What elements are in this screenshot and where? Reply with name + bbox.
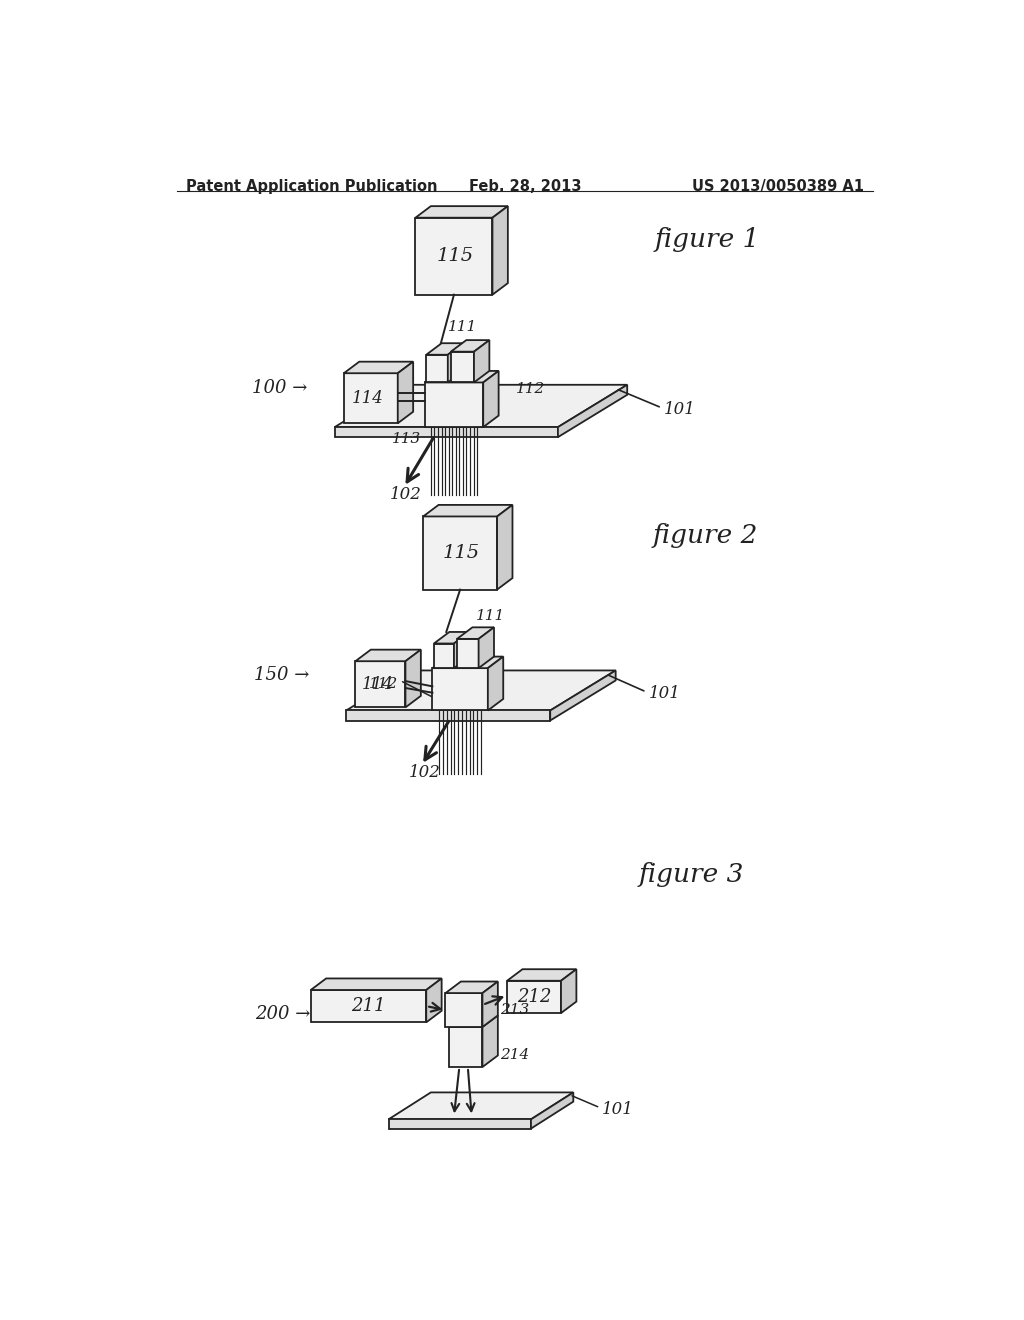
Polygon shape — [483, 371, 499, 428]
Text: 102: 102 — [390, 486, 422, 503]
Polygon shape — [482, 982, 498, 1027]
Polygon shape — [434, 632, 469, 644]
Text: 114: 114 — [351, 389, 383, 407]
Text: 214: 214 — [500, 1048, 529, 1063]
Text: figure 3: figure 3 — [639, 862, 744, 887]
Polygon shape — [445, 982, 498, 993]
Text: 211: 211 — [351, 997, 386, 1015]
Polygon shape — [423, 516, 497, 590]
Polygon shape — [478, 627, 494, 668]
Polygon shape — [561, 969, 577, 1014]
Text: 212: 212 — [517, 987, 551, 1006]
Polygon shape — [497, 506, 512, 590]
Text: 200 →: 200 → — [255, 1005, 310, 1023]
Polygon shape — [434, 644, 454, 668]
Text: 101: 101 — [602, 1101, 634, 1118]
Polygon shape — [482, 1015, 498, 1067]
Polygon shape — [432, 668, 487, 710]
Text: 111: 111 — [447, 319, 477, 334]
Text: 101: 101 — [649, 685, 681, 702]
Polygon shape — [416, 206, 508, 218]
Polygon shape — [507, 981, 561, 1014]
Polygon shape — [344, 362, 413, 374]
Text: 101: 101 — [665, 401, 696, 418]
Polygon shape — [457, 639, 478, 668]
Polygon shape — [335, 385, 628, 428]
Text: 100 →: 100 → — [252, 379, 307, 397]
Text: 115: 115 — [437, 247, 474, 265]
Polygon shape — [397, 362, 413, 424]
Polygon shape — [335, 428, 558, 437]
Text: figure 2: figure 2 — [652, 523, 758, 548]
Polygon shape — [449, 1015, 498, 1027]
Text: 112: 112 — [515, 381, 545, 396]
Polygon shape — [426, 355, 447, 383]
Text: 213: 213 — [500, 1003, 529, 1016]
Polygon shape — [346, 671, 615, 710]
Text: Patent Application Publication: Patent Application Publication — [186, 180, 437, 194]
Polygon shape — [445, 993, 482, 1027]
Text: 115: 115 — [443, 544, 480, 562]
Polygon shape — [310, 978, 441, 990]
Polygon shape — [451, 341, 489, 351]
Polygon shape — [447, 343, 463, 383]
Polygon shape — [454, 632, 469, 668]
Polygon shape — [344, 374, 397, 424]
Polygon shape — [310, 990, 426, 1022]
Polygon shape — [425, 383, 483, 428]
Polygon shape — [423, 506, 512, 516]
Text: Feb. 28, 2013: Feb. 28, 2013 — [469, 180, 581, 194]
Polygon shape — [507, 969, 577, 981]
Text: 102: 102 — [410, 764, 441, 781]
Polygon shape — [451, 351, 474, 383]
Polygon shape — [457, 627, 494, 639]
Text: figure 1: figure 1 — [654, 227, 760, 252]
Polygon shape — [426, 343, 463, 355]
Polygon shape — [355, 649, 421, 661]
Text: 113: 113 — [392, 432, 422, 446]
Polygon shape — [355, 661, 406, 708]
Text: 112: 112 — [370, 677, 398, 692]
Polygon shape — [550, 671, 615, 721]
Polygon shape — [426, 978, 441, 1022]
Polygon shape — [493, 206, 508, 294]
Text: 111: 111 — [475, 609, 505, 623]
Polygon shape — [432, 656, 503, 668]
Polygon shape — [388, 1093, 573, 1119]
Text: 150 →: 150 → — [254, 667, 309, 684]
Polygon shape — [425, 371, 499, 383]
Polygon shape — [531, 1093, 573, 1129]
Polygon shape — [416, 218, 493, 294]
Polygon shape — [487, 656, 503, 710]
Polygon shape — [406, 649, 421, 708]
Text: 114: 114 — [361, 676, 393, 693]
Polygon shape — [388, 1119, 531, 1129]
Polygon shape — [449, 1027, 482, 1067]
Text: US 2013/0050389 A1: US 2013/0050389 A1 — [691, 180, 863, 194]
Polygon shape — [346, 710, 550, 721]
Polygon shape — [558, 385, 628, 437]
Polygon shape — [474, 341, 489, 383]
